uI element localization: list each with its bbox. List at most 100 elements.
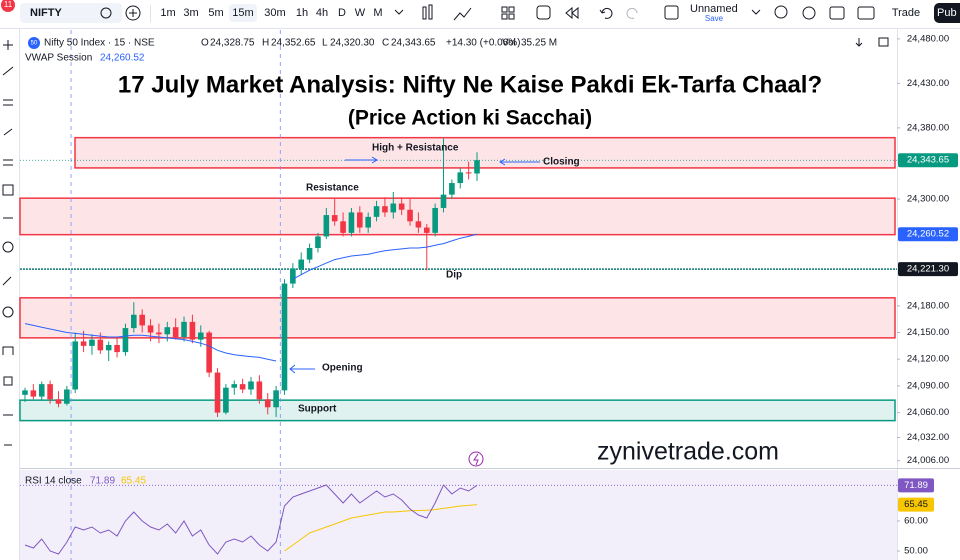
active-interval[interactable] bbox=[229, 4, 257, 22]
rsi-tick-label: 60.00 bbox=[904, 516, 928, 527]
chart-type-icon[interactable] bbox=[422, 6, 427, 20]
interval[interactable]: 5m bbox=[208, 7, 223, 19]
interval-group: 1m 3m 5m 15m 30m 1h 4h D W M bbox=[160, 4, 383, 22]
rsi-legend: RSI 14 close bbox=[25, 476, 82, 487]
layout-checkbox[interactable] bbox=[664, 5, 679, 20]
price-tag bbox=[898, 153, 958, 168]
price-tag-label: 24,343.65 bbox=[907, 155, 949, 166]
compare-icon[interactable] bbox=[100, 7, 112, 19]
event-icon[interactable] bbox=[468, 451, 484, 467]
y-tick-label: 24,032.00 bbox=[907, 432, 949, 443]
candle-body bbox=[281, 283, 288, 391]
candle-body bbox=[223, 387, 229, 413]
arrow bbox=[345, 156, 378, 164]
legend-label: C bbox=[382, 38, 389, 49]
interval-dropdown[interactable] bbox=[394, 9, 404, 15]
candle-body bbox=[357, 212, 363, 228]
interval[interactable]: D bbox=[338, 7, 346, 19]
y-tick-label: 24,090.00 bbox=[907, 380, 949, 391]
candle-body bbox=[114, 344, 120, 353]
snapshot-icon[interactable] bbox=[857, 6, 875, 20]
zone bbox=[19, 399, 896, 422]
interval[interactable]: 3m bbox=[183, 7, 198, 19]
fullscreen-icon[interactable] bbox=[829, 6, 845, 20]
rsi-ma-line bbox=[284, 504, 478, 552]
interval[interactable]: W bbox=[355, 7, 366, 19]
rsi-line bbox=[24, 484, 478, 555]
y-tick-label: 24,380.00 bbox=[907, 122, 949, 133]
annotation: Opening bbox=[322, 363, 363, 374]
indicators-icon[interactable] bbox=[453, 7, 472, 21]
candle-body bbox=[139, 314, 145, 326]
fib-tool[interactable] bbox=[3, 99, 13, 106]
layout-name[interactable]: Unnamed bbox=[690, 3, 738, 15]
candle-body bbox=[47, 384, 53, 400]
icons-tool[interactable] bbox=[2, 241, 14, 253]
annotation: Support bbox=[298, 404, 337, 415]
rsi-ma-legend-value: 65.45 bbox=[121, 476, 146, 487]
rsi-tag bbox=[898, 478, 934, 493]
save-label[interactable]: Save bbox=[705, 14, 724, 23]
magnet-tool[interactable] bbox=[2, 346, 14, 355]
candle-body bbox=[315, 236, 321, 248]
interval[interactable]: 15m bbox=[232, 7, 253, 19]
candle-body bbox=[189, 321, 196, 340]
shapes-tool[interactable] bbox=[2, 184, 14, 196]
candle-body bbox=[231, 384, 238, 388]
symbol-search[interactable] bbox=[20, 3, 122, 23]
settings-icon[interactable] bbox=[802, 6, 816, 20]
legend-value: 24,343.65 bbox=[391, 38, 436, 49]
crosshair-tool[interactable] bbox=[3, 40, 13, 50]
layout-dropdown[interactable] bbox=[751, 9, 761, 15]
candle-body bbox=[55, 399, 62, 404]
collapse-icon[interactable] bbox=[855, 38, 863, 47]
search-icon[interactable] bbox=[774, 5, 788, 19]
trendline-tool[interactable] bbox=[2, 66, 14, 76]
zone bbox=[19, 197, 896, 236]
zoom-tool[interactable] bbox=[2, 306, 14, 318]
maximize-icon[interactable] bbox=[878, 37, 889, 47]
ruler-tool[interactable] bbox=[2, 276, 12, 286]
trade-button[interactable]: Trade bbox=[892, 7, 920, 19]
add-symbol-icon[interactable] bbox=[125, 5, 141, 21]
interval[interactable]: M bbox=[373, 7, 382, 19]
watermark: zynivetrade.com bbox=[597, 438, 779, 466]
candle-body bbox=[457, 172, 464, 184]
plus-glyph bbox=[129, 9, 137, 17]
candle-body bbox=[256, 381, 263, 400]
alert-icon[interactable] bbox=[536, 5, 551, 20]
left-toolbar bbox=[2, 40, 14, 446]
annotation: Resistance bbox=[306, 183, 359, 194]
candle-body bbox=[298, 259, 305, 269]
y-tick-label: 24,180.00 bbox=[907, 300, 949, 311]
replay-icon[interactable] bbox=[565, 6, 579, 20]
layout-icon[interactable] bbox=[501, 6, 515, 20]
candle-body bbox=[365, 216, 371, 228]
interval[interactable]: 1m bbox=[160, 7, 175, 19]
lock-tool[interactable] bbox=[3, 376, 13, 386]
candle-body bbox=[248, 381, 254, 390]
publish-button[interactable] bbox=[934, 3, 960, 23]
ohlc-legend: O 24,328.75 H 24,352.65 L 24,320.30 C 24,343.65… bbox=[201, 38, 557, 49]
pattern-tool[interactable] bbox=[3, 128, 13, 136]
chart-title: 17 July Market Analysis: Nifty Ne Kaise … bbox=[118, 71, 822, 98]
price-tag bbox=[898, 262, 958, 277]
y-tick-label: 24,060.00 bbox=[907, 407, 949, 418]
candle-body bbox=[156, 332, 162, 335]
undo-icon[interactable] bbox=[599, 7, 613, 19]
badge-count: 11 bbox=[4, 0, 13, 9]
forecast-tool[interactable] bbox=[3, 159, 13, 166]
interval[interactable]: 4h bbox=[316, 7, 328, 19]
symbol[interactable]: NIFTY bbox=[30, 7, 62, 19]
interval[interactable]: 30m bbox=[264, 7, 285, 19]
price-tag bbox=[898, 227, 958, 242]
symbol-logo-text: 50 bbox=[31, 41, 38, 47]
publish-label[interactable]: Pub bbox=[937, 7, 957, 19]
annotation-arrows bbox=[289, 156, 540, 374]
redo-icon[interactable] bbox=[626, 7, 638, 19]
annotation: Dip bbox=[446, 270, 462, 281]
candle-body bbox=[340, 221, 346, 233]
interval[interactable]: 1h bbox=[296, 7, 308, 19]
candle-body bbox=[97, 339, 104, 351]
